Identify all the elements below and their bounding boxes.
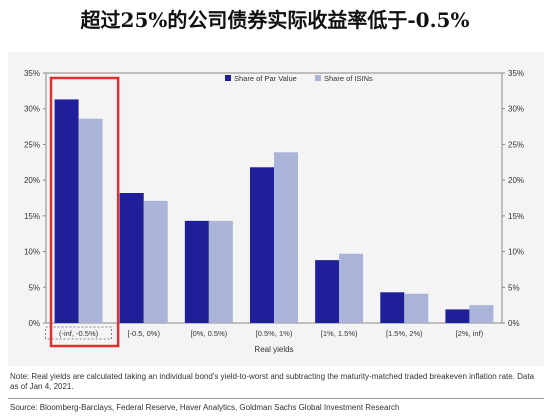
bar-isins xyxy=(469,305,494,323)
bar-par-value xyxy=(445,309,470,323)
bar-par-value xyxy=(184,220,209,323)
y-tick-label-left: 20% xyxy=(24,176,40,185)
y-tick-label-left: 15% xyxy=(24,212,40,221)
y-tick-label-left: 35% xyxy=(24,69,40,78)
legend-label: Share of Par Value xyxy=(234,74,297,83)
y-tick-label-left: 30% xyxy=(24,105,40,114)
category-label-dashed-box xyxy=(45,326,112,340)
legend-swatch xyxy=(225,75,231,81)
y-tick-label-left: 0% xyxy=(28,319,40,328)
bar-par-value xyxy=(315,260,340,323)
legend-label: Share of ISINs xyxy=(324,74,373,83)
divider xyxy=(8,398,544,399)
y-tick-label-right: 25% xyxy=(508,140,524,149)
bar-isins xyxy=(208,220,233,323)
y-tick-label-left: 5% xyxy=(28,283,40,292)
bar-isins xyxy=(78,118,103,323)
bar-par-value xyxy=(250,167,274,323)
y-tick-label-right: 5% xyxy=(508,283,520,292)
bar-par-value xyxy=(380,292,405,323)
bar-par-value xyxy=(119,193,144,323)
category-label: [-0.5, 0%) xyxy=(127,329,160,338)
legend-swatch xyxy=(315,75,321,81)
y-tick-label-right: 20% xyxy=(508,176,524,185)
y-tick-label-left: 10% xyxy=(24,248,40,257)
x-axis-label: Real yields xyxy=(254,345,293,354)
bar-isins xyxy=(274,152,298,323)
category-label: [1.5%, 2%) xyxy=(386,329,423,338)
bar-isins xyxy=(339,253,364,323)
y-tick-label-right: 0% xyxy=(508,319,520,328)
bar-isins xyxy=(143,200,168,323)
bar-par-value xyxy=(54,99,79,323)
category-label: (-inf, -0.5%) xyxy=(59,329,99,338)
y-tick-label-right: 15% xyxy=(508,212,524,221)
chart-source: Source: Bloomberg-Barclays, Federal Rese… xyxy=(10,403,400,412)
category-label: [2%, inf) xyxy=(456,329,484,338)
y-tick-label-right: 30% xyxy=(508,105,524,114)
y-tick-label-right: 35% xyxy=(508,69,524,78)
category-label: [0.5%, 1%) xyxy=(256,329,293,338)
bar-chart: 0% 0% 5% 5% 10% 10% 15% 15% 20% 20% 25% 25% 30% 30% 35… xyxy=(24,69,524,354)
chart-title: 超过25%的公司债券实际收益率低于-0.5% xyxy=(80,8,470,32)
category-label: [0%, 0.5%) xyxy=(191,329,228,338)
chart-panel: 0% 0% 5% 5% 10% 10% 15% 15% 20% 20% 25% 25% 30% 30% 35… xyxy=(8,52,544,366)
highlight-box xyxy=(49,76,120,348)
chart-note: Note: Real yields are calculated taking … xyxy=(10,372,535,391)
bar-isins xyxy=(404,293,429,323)
category-label: [1%, 1.5%) xyxy=(321,329,358,338)
y-tick-label-right: 10% xyxy=(508,248,524,257)
y-tick-label-left: 25% xyxy=(24,140,40,149)
